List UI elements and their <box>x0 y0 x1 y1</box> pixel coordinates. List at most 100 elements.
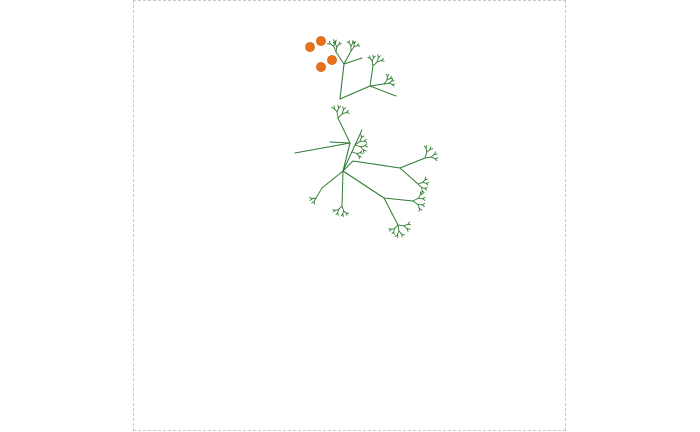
branch-segment <box>334 108 338 113</box>
branch-segment <box>363 140 368 143</box>
branch-segment <box>338 43 342 45</box>
branch-segment <box>341 112 347 115</box>
branch-segment <box>422 182 427 184</box>
branch-segment <box>351 151 358 154</box>
branch-segment <box>335 46 338 53</box>
branch-segment <box>422 179 426 183</box>
branch-segment <box>425 182 429 186</box>
branch-segment <box>329 43 335 47</box>
branch-segment <box>328 40 331 45</box>
branch-segment <box>383 82 390 85</box>
branch-segment <box>394 234 398 237</box>
branch-segment <box>417 194 421 199</box>
branch-segment <box>421 190 423 194</box>
branch-segment <box>377 55 381 59</box>
branch-segment <box>421 187 426 189</box>
branch-segment <box>336 111 339 119</box>
fruit-dot[interactable] <box>316 62 326 72</box>
branch-segment <box>359 137 362 142</box>
branch-segment <box>422 198 426 201</box>
branch-segment <box>342 170 385 199</box>
branch-segment <box>383 197 414 202</box>
branch-segment <box>345 212 348 216</box>
branch-segment <box>391 83 395 87</box>
branch-segment <box>376 60 382 63</box>
upper-tree <box>305 36 397 100</box>
branch-segment <box>386 78 391 81</box>
branch-segment <box>434 158 438 162</box>
branch-segment <box>342 129 363 172</box>
branch-segment <box>417 182 424 185</box>
branch-segment <box>424 178 428 181</box>
branch-segment <box>342 107 346 111</box>
branch-segment <box>342 160 354 172</box>
branch-segment <box>341 170 344 207</box>
branch-segment <box>417 183 422 188</box>
branch-segment <box>348 42 352 47</box>
branch-segment <box>421 187 423 192</box>
branch-segment <box>397 224 400 232</box>
branch-segment <box>383 197 399 226</box>
branch-segment <box>412 200 419 205</box>
branch-segment <box>421 204 425 208</box>
branch-segment <box>403 223 409 227</box>
branch-segment <box>429 148 434 150</box>
branch-segment <box>334 43 338 48</box>
branch-segment <box>353 45 358 48</box>
branch-segment <box>396 230 400 236</box>
sketch-canvas-frame[interactable] <box>133 0 566 431</box>
branch-segment <box>386 74 390 77</box>
branch-segment <box>393 228 395 233</box>
fruit-dot[interactable] <box>327 55 337 65</box>
branch-segment <box>339 63 345 100</box>
branch-segment <box>354 141 361 146</box>
branch-segment <box>335 51 345 65</box>
lower-tree <box>294 104 439 239</box>
branch-segment <box>339 85 371 100</box>
fruit-dot[interactable] <box>305 42 315 52</box>
branch-segment <box>371 57 374 62</box>
branch-segment <box>417 204 420 209</box>
branch-segment <box>360 146 364 151</box>
branch-segment <box>311 201 315 204</box>
branch-segment <box>313 197 317 203</box>
branch-segment <box>424 156 432 159</box>
branch-segment <box>406 228 409 232</box>
branch-segment <box>359 152 363 154</box>
branch-segment <box>336 107 339 113</box>
branch-segment <box>336 43 340 48</box>
branch-segment <box>376 57 379 63</box>
branch-segment <box>369 57 373 62</box>
branch-segment <box>337 113 343 119</box>
branch-segment <box>341 109 344 115</box>
branch-segment <box>332 209 336 211</box>
branch-segment <box>399 157 426 169</box>
branch-segment <box>364 145 369 148</box>
branch-segment <box>388 82 393 85</box>
branch-segment <box>343 210 347 214</box>
branch-segment <box>342 142 351 172</box>
branch-segment <box>369 65 374 87</box>
fruit-dot[interactable] <box>316 36 326 46</box>
branch-segment <box>360 145 366 148</box>
branch-segment <box>388 228 392 230</box>
branch-segment <box>342 210 344 215</box>
branch-segment <box>354 144 362 148</box>
branch-segment <box>372 55 376 59</box>
branch-segment <box>356 152 361 154</box>
branch-segment <box>333 45 337 53</box>
branch-segment <box>372 61 378 67</box>
branch-segment <box>343 50 352 65</box>
branch-segment <box>335 212 339 216</box>
branch-segment <box>424 151 428 159</box>
branch-segment <box>294 142 351 154</box>
branch-segment <box>390 228 395 230</box>
branch-segment <box>338 105 342 109</box>
branch-segment <box>352 160 401 169</box>
branch-segment <box>399 167 419 185</box>
branch-segment <box>353 41 357 44</box>
branch-segment <box>371 60 374 67</box>
branch-segment <box>356 153 360 157</box>
branch-segment <box>340 213 344 217</box>
